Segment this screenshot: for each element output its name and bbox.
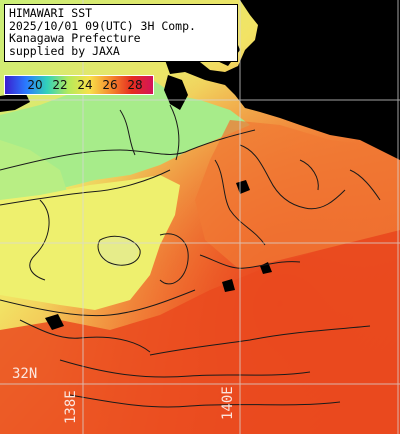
legend-tick-24: 24 [77,78,93,92]
legend-tick-20: 20 [27,78,43,92]
info-datetime: 2025/10/01 09(UTC) 3H Comp. [9,18,196,33]
land-boso [310,70,400,148]
land-izu [164,75,188,110]
info-source: supplied by JAXA [9,43,120,58]
longitude-label-138: 138E [63,390,79,424]
legend-tick-26: 26 [102,78,118,92]
land-island-2 [222,279,235,292]
legend-tick-28: 28 [127,78,143,92]
land-island-3 [45,314,64,330]
temperature-legend: 20 22 24 26 28 [4,75,154,95]
longitude-label-140: 140E [220,386,236,420]
land-west-coast [0,92,30,112]
latitude-label: 32N [12,366,38,382]
legend-color-bar [5,76,153,94]
warm-northeast-region [195,120,400,270]
cool-water-region [0,78,250,200]
isotherm-contours [0,104,381,408]
map-info-box: HIMAWARI SST 2025/10/01 09(UTC) 3H Comp.… [4,4,238,62]
info-title: HIMAWARI SST [9,6,93,20]
hot-water-region [0,230,400,434]
info-region: Kanagawa Prefecture [9,31,141,45]
legend-tick-22: 22 [52,78,68,92]
